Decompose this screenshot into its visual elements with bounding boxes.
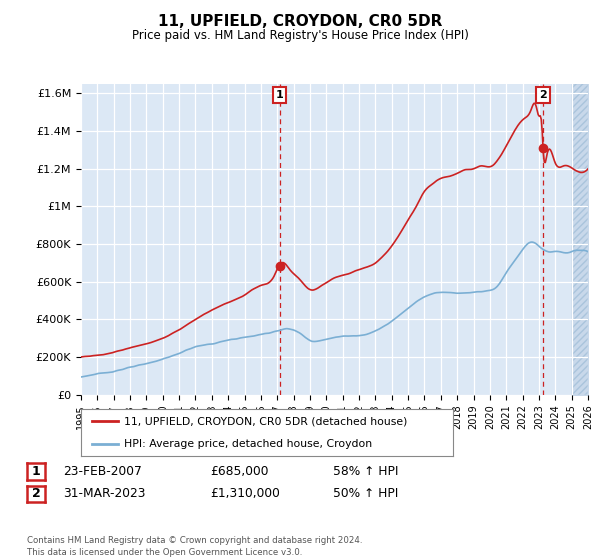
- Text: 2: 2: [32, 487, 40, 501]
- Text: Price paid vs. HM Land Registry's House Price Index (HPI): Price paid vs. HM Land Registry's House …: [131, 29, 469, 42]
- Text: 31-MAR-2023: 31-MAR-2023: [63, 487, 146, 501]
- Text: 50% ↑ HPI: 50% ↑ HPI: [333, 487, 398, 501]
- Text: £685,000: £685,000: [210, 465, 269, 478]
- Text: Contains HM Land Registry data © Crown copyright and database right 2024.
This d: Contains HM Land Registry data © Crown c…: [27, 536, 362, 557]
- Text: 1: 1: [276, 90, 284, 100]
- Text: 23-FEB-2007: 23-FEB-2007: [63, 465, 142, 478]
- Text: 11, UPFIELD, CROYDON, CR0 5DR: 11, UPFIELD, CROYDON, CR0 5DR: [158, 14, 442, 29]
- Text: 58% ↑ HPI: 58% ↑ HPI: [333, 465, 398, 478]
- Text: HPI: Average price, detached house, Croydon: HPI: Average price, detached house, Croy…: [124, 439, 372, 449]
- Text: £1,310,000: £1,310,000: [210, 487, 280, 501]
- Text: 1: 1: [32, 465, 40, 478]
- Text: 2: 2: [539, 90, 547, 100]
- Text: 11, UPFIELD, CROYDON, CR0 5DR (detached house): 11, UPFIELD, CROYDON, CR0 5DR (detached …: [124, 416, 407, 426]
